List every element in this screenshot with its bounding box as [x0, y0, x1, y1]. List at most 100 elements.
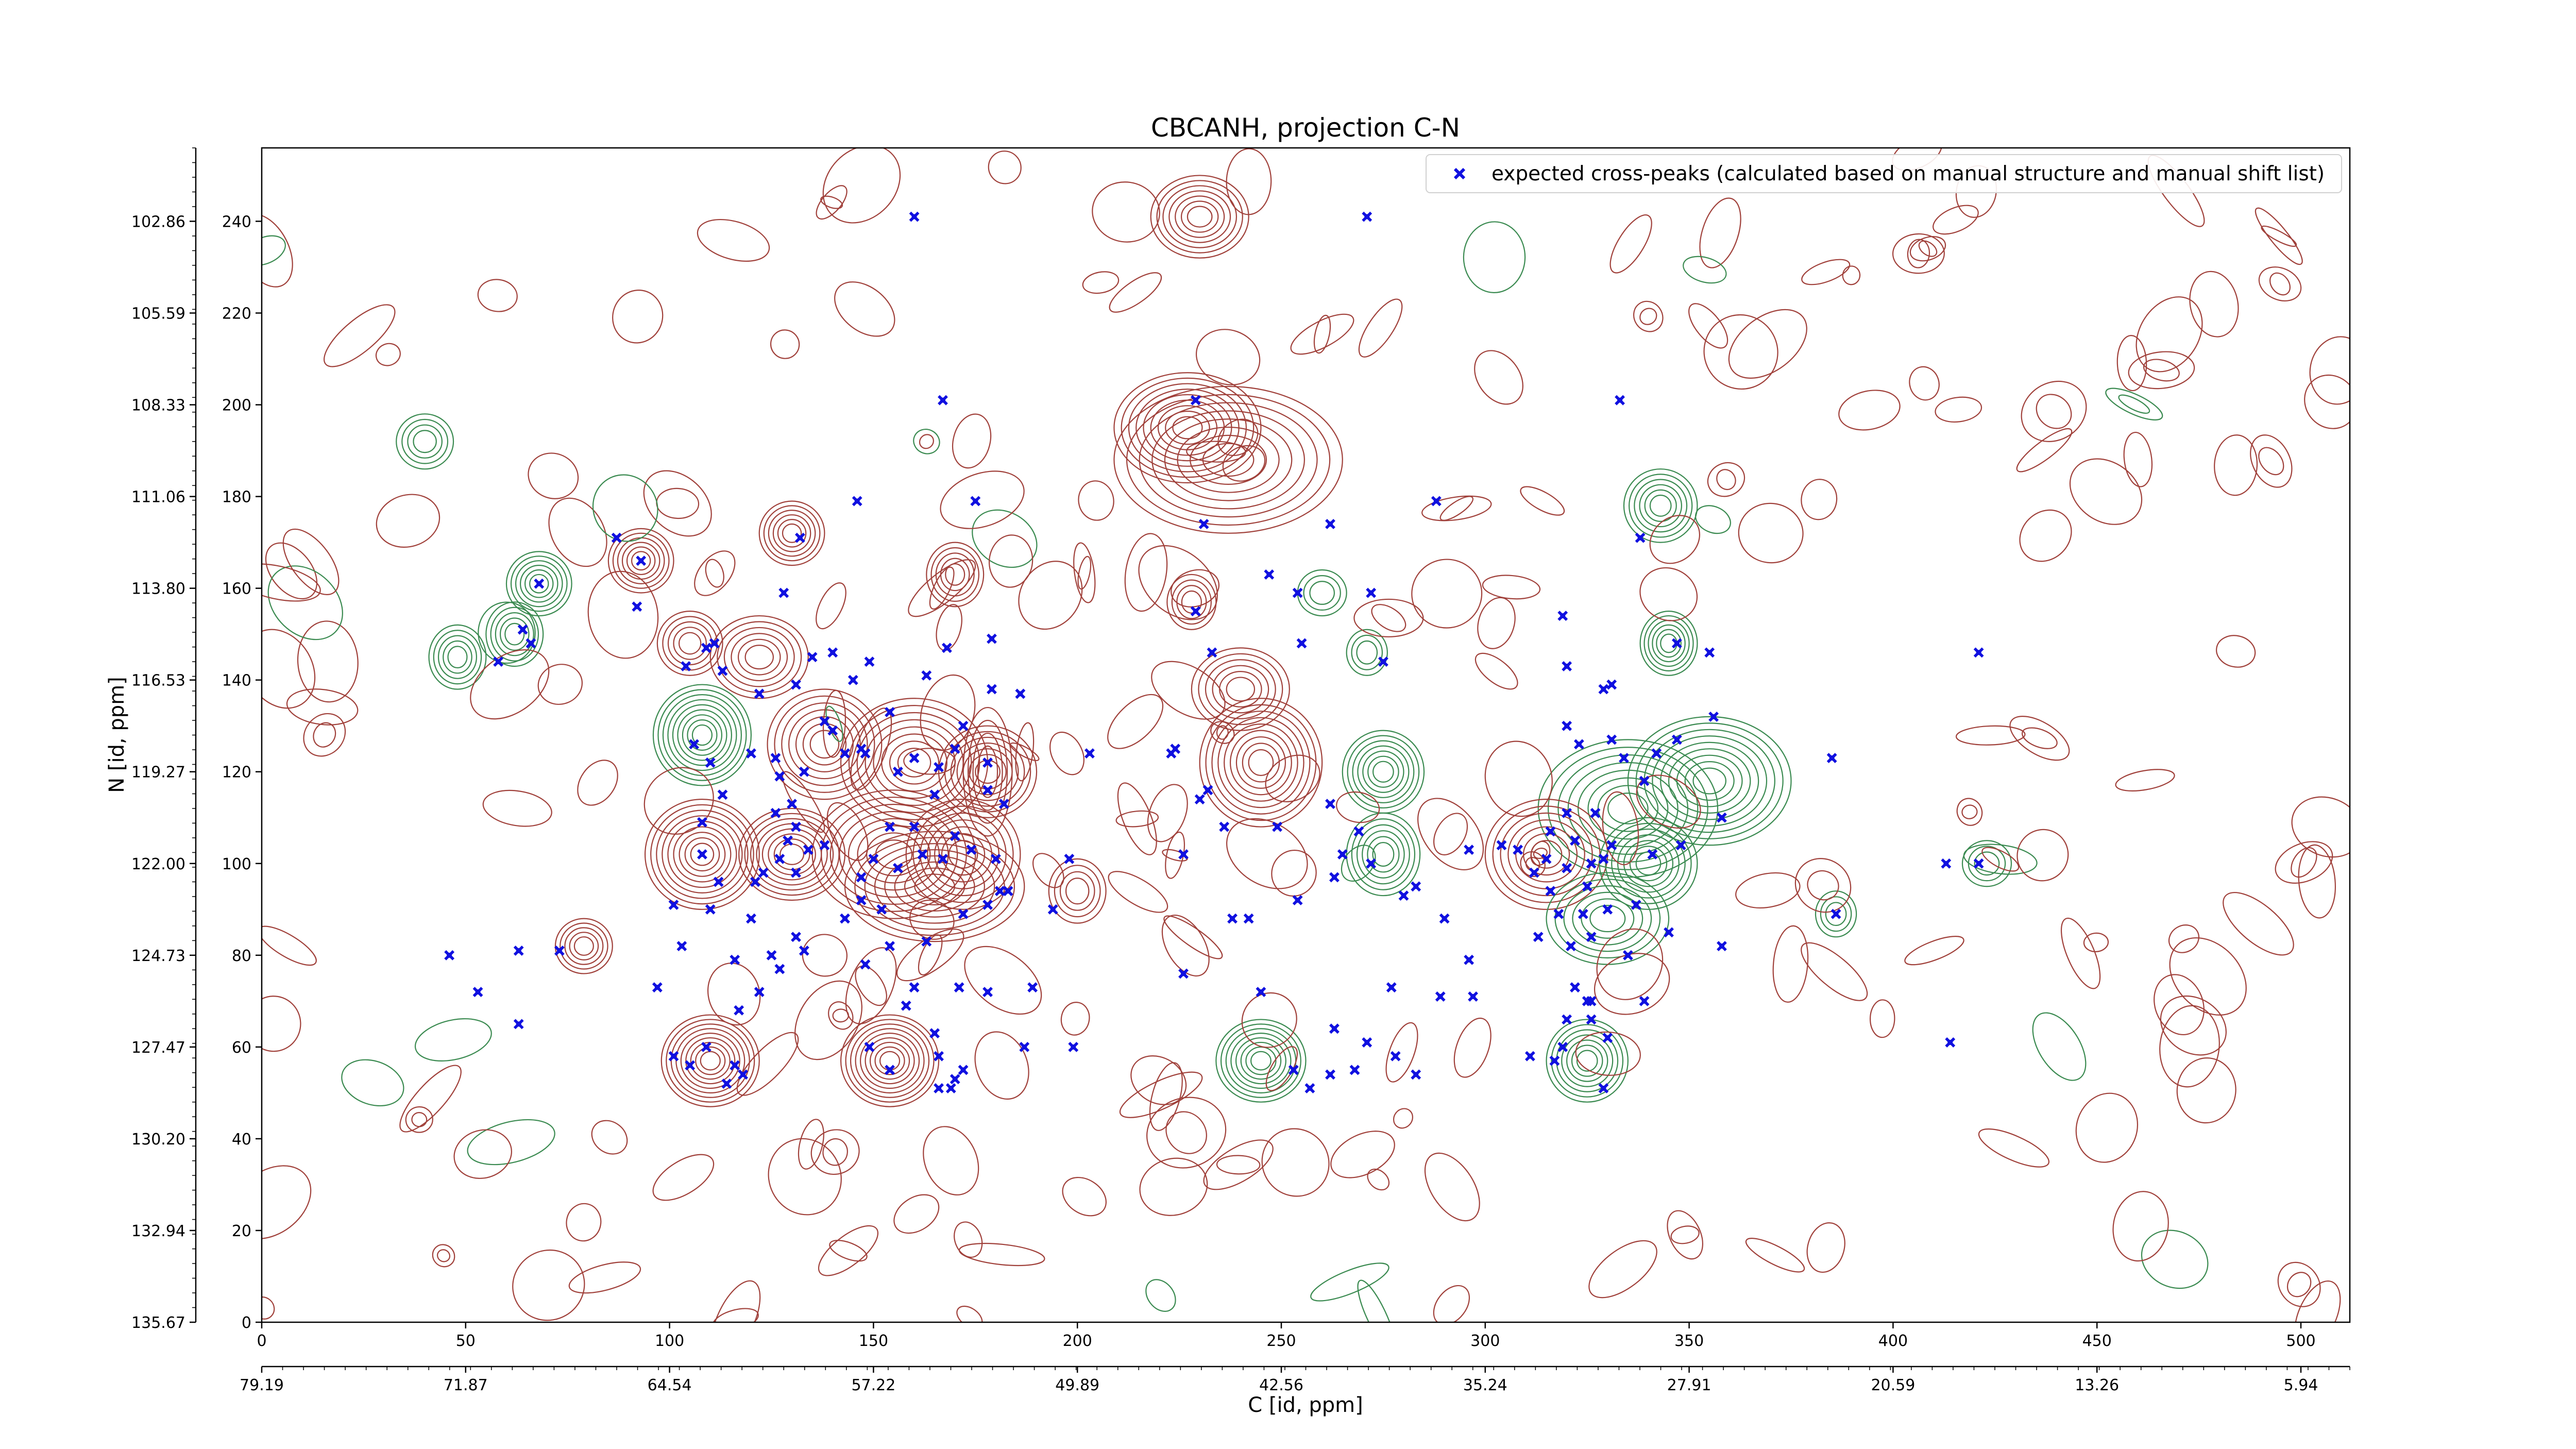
contour-ring — [926, 542, 985, 608]
cross-peak-point — [1390, 1051, 1401, 1062]
contour-ring — [554, 918, 613, 974]
cross-peak-point — [1562, 863, 1572, 873]
x-tick-label: 250 — [1266, 1332, 1296, 1350]
contour-ring — [1607, 793, 1649, 824]
contour-ring — [1162, 849, 1188, 862]
x2-tick-label: 13.26 — [2075, 1376, 2119, 1394]
contour-ring — [2189, 271, 2239, 338]
cross-peak-point — [1598, 1083, 1609, 1093]
contour-ring — [1351, 634, 1383, 670]
contour-ring — [731, 633, 788, 682]
contour-ring — [1151, 410, 1305, 510]
cross-peak-point — [950, 831, 960, 841]
cross-peak-point — [1304, 1083, 1315, 1093]
cross-peak-point — [766, 950, 777, 961]
cross-peak-point — [1586, 1014, 1597, 1025]
contour-ring — [954, 1221, 983, 1258]
cross-peak-point — [885, 1065, 895, 1075]
contour-ring — [505, 551, 572, 617]
contour-ring — [631, 551, 651, 571]
contour-ring — [820, 195, 843, 209]
cross-peak-point — [1329, 1023, 1340, 1034]
contour-ring — [1163, 915, 1223, 959]
contour-ring — [1220, 1023, 1301, 1098]
contour-ring — [1226, 148, 1272, 215]
cross-peak-point — [852, 496, 862, 507]
contour-ring — [737, 638, 781, 676]
contour-ring — [2060, 917, 2101, 989]
contour-ring — [626, 546, 656, 576]
cross-peak-point — [868, 853, 879, 864]
contour-ring — [677, 709, 727, 761]
cross-peak-point — [1524, 1051, 1535, 1062]
contour-ring — [1735, 872, 1801, 908]
cross-peak-point — [1027, 982, 1038, 993]
plot-frame — [261, 147, 2351, 1323]
cross-peak-point — [864, 1041, 875, 1052]
contour-ring — [1172, 416, 1203, 440]
contour-ring — [1113, 385, 1343, 534]
contour-ring — [1078, 480, 1114, 521]
contour-ring — [977, 745, 998, 798]
contour-ring — [1165, 831, 1185, 879]
y-tick-label: 100 — [222, 855, 251, 873]
cross-peak-point — [1292, 895, 1303, 905]
cross-peak-point — [713, 877, 724, 887]
x2-tick-label: 42.56 — [1259, 1376, 1303, 1394]
contour-ring — [1092, 181, 1160, 243]
cross-peak-point — [1545, 886, 1556, 897]
contour-ring — [1801, 259, 1851, 285]
contour-ring — [1520, 851, 1546, 878]
contour-field — [262, 148, 2350, 1322]
y-tick-label: 0 — [242, 1314, 251, 1332]
contour-ring — [1362, 750, 1404, 793]
contour-ring — [1807, 870, 1839, 901]
contour-ring — [938, 725, 1038, 818]
cross-peak-point — [685, 1060, 696, 1071]
cross-peak-point — [1019, 1041, 1030, 1052]
x-tick-label: 350 — [1674, 1332, 1704, 1350]
contour-ring — [912, 805, 1014, 903]
contour-ring — [1484, 740, 1553, 817]
contour-ring — [1367, 755, 1399, 788]
contour-ring — [529, 574, 549, 594]
contour-ring — [2032, 1012, 2087, 1081]
contour-ring — [1177, 426, 1280, 493]
cross-peak-point — [799, 945, 809, 956]
legend-box — [1426, 154, 2342, 193]
contour-ring — [592, 474, 658, 542]
contour-ring — [437, 1249, 451, 1262]
contour-ring — [2083, 932, 2109, 952]
cross-peak-point — [892, 766, 903, 777]
cross-peak-point — [1622, 950, 1633, 961]
y2-tick-label: 105.59 — [131, 305, 185, 323]
cross-peak-point — [730, 1060, 740, 1071]
contour-ring — [643, 767, 714, 835]
cross-peak-point — [472, 987, 483, 997]
x2-tick-label: 20.59 — [1871, 1376, 1915, 1394]
x2-tick-label: 49.89 — [1055, 1376, 1099, 1394]
cross-peak-point — [1557, 611, 1568, 621]
contour-ring — [2016, 829, 2069, 882]
cross-peak-point — [1671, 638, 1682, 649]
contour-ring — [1594, 953, 1670, 1015]
contour-ring — [781, 702, 868, 786]
contour-ring — [652, 684, 752, 786]
contour-ring — [1235, 1037, 1286, 1085]
contour-ring — [1745, 1238, 1805, 1273]
contour-ring — [1648, 619, 1690, 667]
cross-peak-point — [1533, 932, 1544, 942]
contour-ring — [1588, 1240, 1657, 1299]
contour-ring — [2291, 796, 2350, 858]
contour-ring — [1215, 1019, 1307, 1103]
y-tick-label: 40 — [232, 1131, 251, 1149]
cross-peak-point — [1386, 982, 1397, 993]
cross-peak-point — [1353, 826, 1364, 837]
contour-ring — [262, 925, 317, 966]
cross-peak-point — [1586, 858, 1597, 869]
contour-ring — [1477, 597, 1516, 649]
contour-ring — [650, 804, 754, 905]
contour-ring — [660, 1014, 760, 1107]
contour-ring — [1474, 350, 1523, 405]
contour-ring — [1171, 579, 1212, 625]
